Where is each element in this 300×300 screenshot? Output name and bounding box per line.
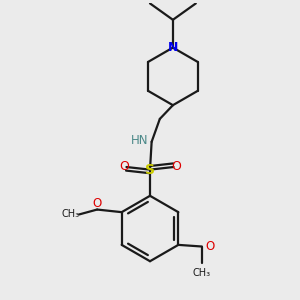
Text: O: O [171,160,181,172]
Text: O: O [206,240,215,253]
Text: CH₃: CH₃ [193,268,211,278]
Text: O: O [92,197,102,210]
Text: HN: HN [130,134,148,147]
Text: O: O [119,160,129,172]
Text: N: N [168,41,178,54]
Text: S: S [145,163,155,177]
Text: CH₃: CH₃ [62,209,80,220]
